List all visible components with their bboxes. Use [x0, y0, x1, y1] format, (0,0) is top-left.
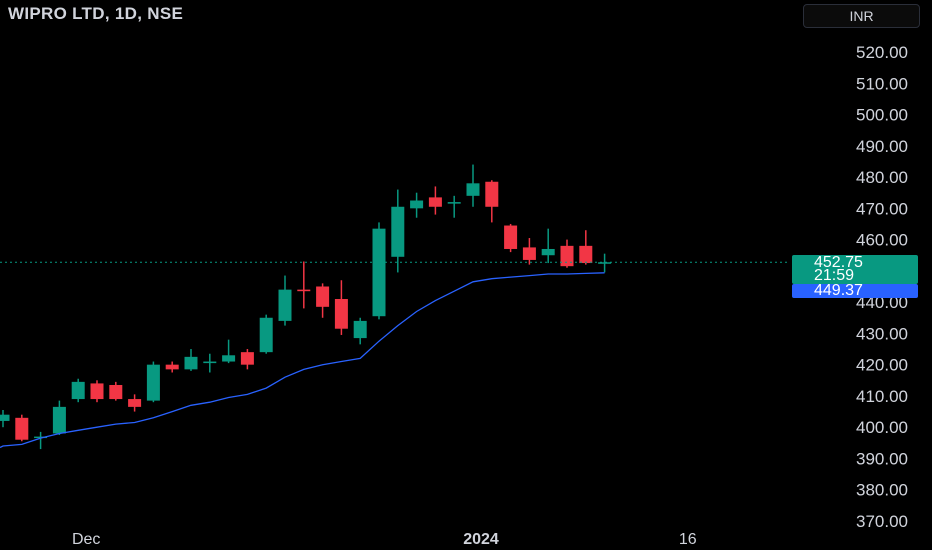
candle [504, 223, 518, 253]
last-price-value: 452.75 [814, 254, 863, 271]
candle-body [598, 262, 612, 264]
candle-body [522, 247, 536, 260]
candle-body [428, 197, 442, 207]
candle-body [410, 200, 424, 209]
price-tick-label: 490.00 [856, 137, 908, 156]
candle [541, 228, 555, 264]
price-tick-label: 500.00 [856, 106, 908, 125]
candle [146, 361, 160, 403]
candle [353, 317, 367, 345]
candle-body [71, 381, 85, 400]
candle-body [485, 181, 499, 207]
candle [428, 186, 442, 215]
candle-body [184, 356, 198, 370]
bar-countdown: 21:59 [814, 267, 855, 284]
candle-body [504, 225, 518, 249]
candle-body [353, 320, 367, 339]
candle [297, 261, 311, 309]
candle-body [146, 364, 160, 401]
candle [447, 195, 461, 218]
candle-body [316, 286, 330, 307]
candle-body [90, 383, 104, 400]
candle-body [128, 399, 142, 407]
candle-body [34, 436, 48, 439]
candle [240, 349, 254, 370]
candle [15, 414, 29, 442]
candle-body [222, 355, 236, 362]
candle-body [240, 352, 254, 365]
currency-selector[interactable]: INR [803, 4, 920, 28]
candle-body [297, 289, 311, 292]
candle [278, 275, 292, 326]
price-tick-label: 400.00 [856, 418, 908, 437]
candle [184, 349, 198, 371]
candle-body [447, 202, 461, 204]
candle-body [203, 361, 217, 364]
candle [598, 253, 612, 273]
price-tick-label: 470.00 [856, 199, 908, 218]
price-tick-label: 480.00 [856, 168, 908, 187]
price-tick-label: 370.00 [856, 512, 908, 531]
candle [560, 239, 574, 268]
candle-body [334, 299, 348, 329]
candles-layer [0, 164, 612, 450]
candle-body [278, 289, 292, 321]
candle [90, 380, 104, 403]
candle [334, 280, 348, 335]
price-tick-label: 460.00 [856, 231, 908, 250]
candle-body [560, 245, 574, 267]
price-tick-label: 510.00 [856, 74, 908, 93]
price-tick-label: 430.00 [856, 324, 908, 343]
candle [522, 238, 536, 265]
time-tick-label: 2024 [463, 531, 499, 548]
candle-body [391, 206, 405, 257]
price-tick-label: 520.00 [856, 43, 908, 62]
moving-average-line [0, 272, 605, 449]
candle-body [109, 384, 123, 400]
time-axis: Dec 2024 16 [72, 531, 697, 548]
candle [128, 394, 142, 412]
candle-body [259, 317, 273, 353]
candle-body [15, 417, 29, 440]
candle-body [165, 364, 179, 370]
candle [372, 222, 386, 320]
candle-body [579, 245, 593, 264]
candle [34, 431, 48, 450]
chart-title: WIPRO LTD, 1D, NSE [8, 4, 184, 23]
candle [0, 410, 10, 428]
candle [259, 314, 273, 354]
candle [410, 192, 424, 218]
candle [203, 353, 217, 373]
candle [485, 180, 499, 223]
candle [52, 400, 66, 436]
candle-body [0, 414, 10, 421]
price-tick-label: 420.00 [856, 356, 908, 375]
candle [579, 230, 593, 265]
candle [466, 164, 480, 207]
candle [165, 361, 179, 373]
candle [109, 381, 123, 401]
candle-body [466, 183, 480, 196]
candle [316, 283, 330, 318]
price-tick-label: 390.00 [856, 449, 908, 468]
candle [391, 189, 405, 273]
candle [71, 378, 85, 403]
time-tick-label: Dec [72, 531, 100, 548]
price-tick-label: 410.00 [856, 387, 908, 406]
candle-body [372, 228, 386, 317]
candle-body [52, 406, 66, 434]
ma-value-tag: 449.37 [792, 283, 918, 299]
price-tick-label: 380.00 [856, 481, 908, 500]
time-tick-label: 16 [679, 531, 697, 548]
candle [222, 339, 236, 364]
candle-body [541, 248, 555, 256]
last-price-tag: 452.75 21:59 [792, 255, 918, 284]
